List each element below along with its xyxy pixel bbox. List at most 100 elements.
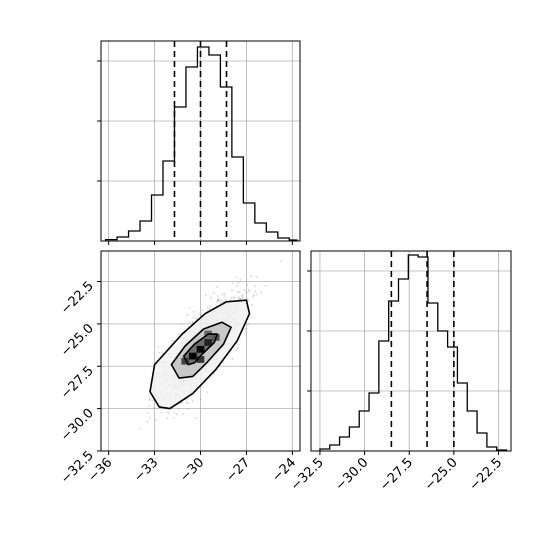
scatter-point: [225, 298, 228, 301]
x-tick-label: −22.5: [467, 455, 506, 494]
density-cell: [196, 356, 205, 363]
scatter-point: [201, 309, 204, 312]
scatter-point: [236, 284, 239, 287]
histogram-panel-param-1: [97, 40, 301, 245]
scatter-point: [236, 281, 239, 284]
scatter-point: [279, 260, 282, 263]
histogram-panel-param-2: −32.5 −30.0 −27.5 −25.0 −22.5: [288, 250, 512, 494]
scatter-point: [241, 296, 244, 299]
axes-frame: [310, 250, 512, 452]
scatter-point: [191, 400, 194, 403]
contour-line: [182, 333, 219, 366]
scatter-point: [237, 296, 240, 299]
scatter-point: [222, 361, 225, 364]
scatter-point: [152, 407, 155, 410]
y-tick-label: −25.0: [58, 321, 97, 360]
scatter-point: [239, 297, 242, 300]
scatter-point: [216, 286, 219, 289]
scatter-point: [192, 310, 195, 313]
scatter-point: [236, 347, 239, 350]
scatter-point: [217, 298, 220, 301]
scatter-point: [139, 427, 142, 430]
scatter-point: [223, 293, 226, 296]
scatter-point: [209, 305, 212, 308]
scatter-point: [231, 358, 234, 361]
scatter-point: [223, 295, 226, 298]
scatter-point: [212, 291, 215, 294]
scatter-point: [172, 339, 175, 342]
scatter-point: [156, 345, 159, 348]
scatter-point: [172, 416, 175, 419]
scatter-point: [246, 299, 249, 302]
scatter-point: [151, 399, 154, 402]
scatter-point: [259, 291, 262, 294]
scatter-point: [239, 278, 242, 281]
scatter-point: [209, 296, 212, 299]
y-tick-label: −30.0: [58, 406, 97, 445]
x-tick-label: −33: [131, 455, 161, 485]
contour-line: [170, 321, 232, 379]
scatter-point: [216, 301, 219, 304]
scatter-point: [254, 285, 257, 288]
scatter-point: [255, 293, 258, 296]
scatter-point: [247, 323, 250, 326]
scatter-point: [158, 351, 161, 354]
scatter-point: [218, 299, 221, 302]
histogram-step: [104, 46, 298, 241]
scatter-point: [253, 294, 256, 297]
scatter-point: [216, 299, 219, 302]
scatter-point: [235, 349, 238, 352]
x-tick-label: −30.0: [333, 455, 372, 494]
scatter-point: [176, 413, 179, 416]
scatter-point: [199, 314, 202, 317]
x-tick-label: −30: [177, 455, 207, 485]
scatter-point: [185, 398, 188, 401]
scatter-point: [233, 296, 236, 299]
scatter-point: [206, 306, 209, 309]
scatter-panel-2d: −36 −33 −30 −27 −24−22.5−25.0−27.5−30.0−32.5: [58, 250, 301, 487]
scatter-point: [177, 333, 180, 336]
y-tick-label: −27.5: [58, 363, 97, 402]
scatter-point: [216, 295, 219, 298]
scatter-point: [191, 320, 194, 323]
scatter-point: [248, 288, 251, 291]
scatter-point: [180, 401, 183, 404]
scatter-point: [146, 411, 149, 414]
scatter-point: [221, 293, 224, 296]
histogram-step: [319, 254, 508, 451]
scatter-point: [235, 276, 238, 279]
scatter-point: [217, 298, 220, 301]
x-tick-label: −25.0: [422, 455, 461, 494]
scatter-point: [233, 296, 236, 299]
scatter-point: [237, 290, 240, 293]
x-tick-label: −27: [223, 455, 253, 485]
scatter-point: [188, 307, 191, 310]
density-cell: [204, 339, 212, 346]
scatter-point: [208, 308, 211, 311]
scatter-point: [179, 402, 182, 405]
scatter-point: [237, 290, 240, 293]
scatter-point: [230, 296, 233, 299]
scatter-point: [182, 413, 185, 416]
scatter-point: [186, 407, 189, 410]
scatter-point: [220, 299, 223, 302]
scatter-point: [237, 343, 240, 346]
scatter-point: [187, 402, 190, 405]
scatter-point: [219, 302, 222, 305]
scatter-point: [206, 391, 209, 394]
scatter-point: [177, 407, 180, 410]
scatter-point: [250, 275, 253, 278]
scatter-point: [264, 284, 267, 287]
scatter-point: [255, 276, 258, 279]
scatter-point: [247, 290, 250, 293]
scatter-point: [148, 399, 151, 402]
scatter-point: [217, 299, 220, 302]
y-tick-label: −22.5: [58, 279, 97, 318]
scatter-point: [148, 397, 151, 400]
scatter-point: [173, 411, 176, 414]
scatter-point: [166, 417, 169, 420]
scatter-point: [240, 294, 243, 297]
scatter-point: [250, 303, 253, 306]
density-cell: [196, 345, 205, 353]
